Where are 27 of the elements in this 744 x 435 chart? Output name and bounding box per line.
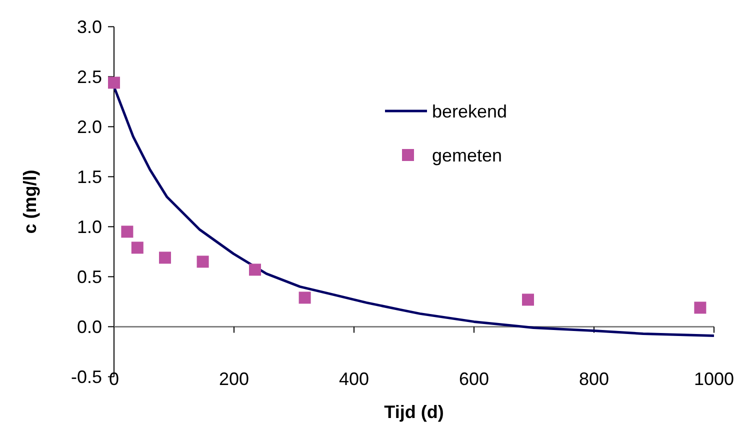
point [196, 256, 209, 268]
x-tick-label: 800 [578, 369, 610, 389]
point [694, 302, 706, 314]
y-tick-label: 0.5 [76, 267, 102, 287]
legend-label: berekend [432, 101, 508, 122]
point [298, 292, 311, 304]
point [159, 252, 171, 264]
point [249, 264, 261, 276]
x-axis-title: Tijd (d) [384, 402, 444, 422]
point [522, 294, 534, 306]
x-tick-label: 1000 [694, 369, 734, 389]
y-tick-label: 2.0 [76, 117, 102, 137]
y-tick-label: 1.5 [76, 167, 102, 187]
y-tick-label: 2.5 [76, 67, 102, 87]
y-tick-label: 3.0 [76, 17, 102, 37]
x-tick-label: 200 [218, 369, 250, 389]
point [108, 76, 120, 89]
y-axis-title: c (mg/l) [20, 170, 40, 234]
x-tick-label: 400 [338, 369, 370, 389]
x-tick-label: 600 [458, 369, 490, 389]
point [121, 226, 134, 238]
y-tick-label: 0.0 [76, 317, 102, 337]
point [131, 242, 144, 254]
legend-label: gemeten [432, 145, 502, 166]
y-tick-label: -0.5 [70, 367, 102, 387]
x-tick-label: 0 [108, 369, 120, 389]
y-tick-label: 1.0 [76, 217, 102, 237]
